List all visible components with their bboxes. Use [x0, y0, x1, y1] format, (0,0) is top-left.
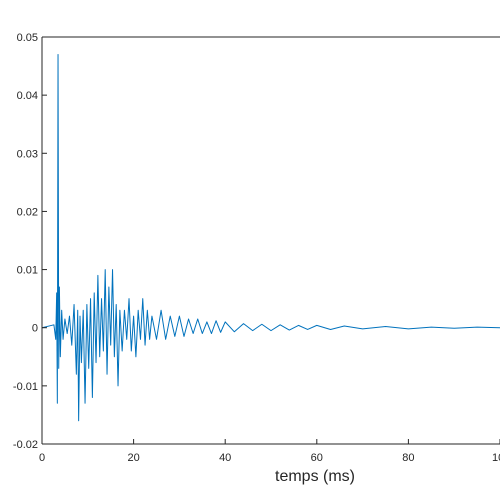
x-tick-label: 80	[402, 452, 414, 464]
axes-layer	[41, 36, 500, 445]
y-tick-label: 0.04	[17, 90, 38, 102]
x-axis-title: temps (ms)	[275, 468, 355, 485]
x-tick-label: 20	[127, 452, 139, 464]
x-tick-label: 10	[492, 452, 500, 464]
y-tick-label: 0.05	[17, 32, 38, 44]
y-tick-label: 0.02	[17, 206, 38, 218]
y-tick-label: 0.03	[17, 148, 38, 160]
y-tick-label: 0.01	[17, 265, 38, 277]
series-layer	[41, 53, 500, 422]
series-line-1	[41, 53, 500, 422]
ticks-layer: -0.02 -0.01 0 0.01 0.02 0.03 0.04 0.05 0 20 40 60 80…	[13, 32, 500, 464]
x-tick-label: 0	[39, 452, 45, 464]
y-tick-label: -0.02	[13, 439, 38, 451]
y-tick-label: -0.01	[13, 381, 38, 393]
plot-area	[42, 37, 500, 444]
x-tick-label: 60	[311, 452, 323, 464]
y-tick-label: 0	[32, 323, 38, 335]
x-tick-label: 40	[219, 452, 231, 464]
